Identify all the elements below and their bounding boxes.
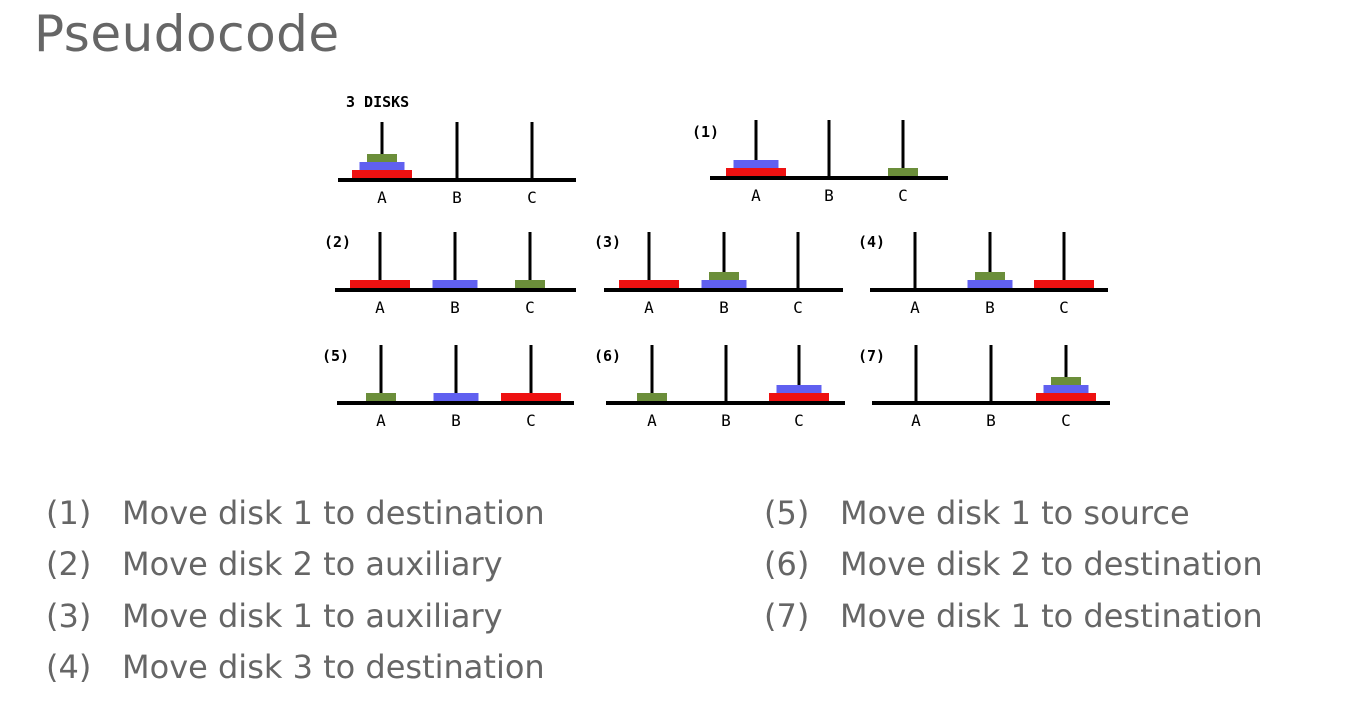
peg-label: C — [1059, 298, 1069, 317]
peg-label: B — [824, 186, 834, 205]
peg-label: A — [644, 298, 654, 317]
disk-3 — [350, 280, 410, 288]
step-label: (1) — [692, 123, 719, 141]
disk-1 — [366, 393, 396, 401]
step-text: Move disk 1 to destination — [840, 596, 1263, 635]
disk-1 — [709, 272, 739, 280]
disk-2 — [433, 393, 479, 401]
step-number: (1) — [46, 493, 92, 532]
step-number: (6) — [764, 545, 810, 584]
step-text: Move disk 1 to auxiliary — [122, 596, 503, 635]
disks-count-label: 3 DISKS — [346, 93, 409, 111]
peg-label: C — [1061, 411, 1071, 430]
step-text: Move disk 2 to destination — [840, 545, 1263, 584]
step-item: (5) Move disk 1 to source — [764, 487, 1263, 539]
disk-3 — [619, 280, 679, 288]
tower-of-hanoi-diagram: A B C 3 DISKS A B C (1) A B C (2) A B C (3) A B C (4) A B C (5)… — [322, 93, 1110, 430]
disk-1 — [888, 168, 918, 176]
disk-1 — [515, 280, 545, 288]
step-item: (4) Move disk 3 to destination — [46, 642, 545, 694]
peg-label: B — [986, 411, 996, 430]
step-label: (4) — [858, 233, 885, 251]
peg-label: C — [525, 298, 535, 317]
step-text: Move disk 3 to destination — [122, 648, 545, 687]
peg-label: A — [751, 186, 761, 205]
peg-label: C — [898, 186, 908, 205]
step-label: (5) — [322, 347, 349, 365]
peg-label: C — [526, 411, 536, 430]
slide-title: Pseudocode — [34, 5, 340, 63]
disk-3 — [1034, 280, 1094, 288]
step-item: (6) Move disk 2 to destination — [764, 539, 1263, 591]
step-item: (7) Move disk 1 to destination — [764, 590, 1263, 642]
peg-label: A — [377, 188, 387, 207]
peg-label: B — [450, 298, 460, 317]
step-number: (4) — [46, 648, 92, 687]
step-text: Move disk 2 to auxiliary — [122, 545, 503, 584]
step-label: (3) — [594, 233, 621, 251]
peg-label: B — [719, 298, 729, 317]
step-item: (2) Move disk 2 to auxiliary — [46, 539, 545, 591]
steps-list-left: (1) Move disk 1 to destination (2) Move … — [46, 487, 545, 693]
peg-label: C — [793, 298, 803, 317]
disk-3 — [726, 168, 786, 176]
peg-label: A — [647, 411, 657, 430]
step-label: (7) — [858, 347, 885, 365]
disk-1 — [637, 393, 667, 401]
disk-3 — [501, 393, 561, 401]
disk-2 — [733, 160, 779, 168]
peg-label: B — [452, 188, 462, 207]
disk-2 — [432, 280, 478, 288]
disk-3 — [352, 170, 412, 178]
disk-1 — [367, 154, 397, 162]
peg-label: B — [721, 411, 731, 430]
step-text: Move disk 1 to destination — [122, 493, 545, 532]
disk-3 — [769, 393, 829, 401]
peg-label: B — [985, 298, 995, 317]
peg-label: A — [910, 298, 920, 317]
peg-label: B — [451, 411, 461, 430]
steps-list-right: (5) Move disk 1 to source (6) Move disk … — [764, 487, 1263, 642]
step-number: (2) — [46, 545, 92, 584]
step-item: (3) Move disk 1 to auxiliary — [46, 590, 545, 642]
peg-label: A — [911, 411, 921, 430]
peg-label: A — [376, 411, 386, 430]
step-item: (1) Move disk 1 to destination — [46, 487, 545, 539]
step-text: Move disk 1 to source — [840, 493, 1190, 532]
peg-label: C — [527, 188, 537, 207]
step-label: (6) — [594, 347, 621, 365]
disk-2 — [1043, 385, 1089, 393]
disk-2 — [701, 280, 747, 288]
disk-1 — [1051, 377, 1081, 385]
step-number: (7) — [764, 596, 810, 635]
step-number: (5) — [764, 493, 810, 532]
disk-2 — [776, 385, 822, 393]
peg-label: C — [794, 411, 804, 430]
disk-2 — [967, 280, 1013, 288]
disk-1 — [975, 272, 1005, 280]
peg-label: A — [375, 298, 385, 317]
step-label: (2) — [324, 233, 351, 251]
disk-3 — [1036, 393, 1096, 401]
disk-2 — [359, 162, 405, 170]
step-number: (3) — [46, 596, 92, 635]
